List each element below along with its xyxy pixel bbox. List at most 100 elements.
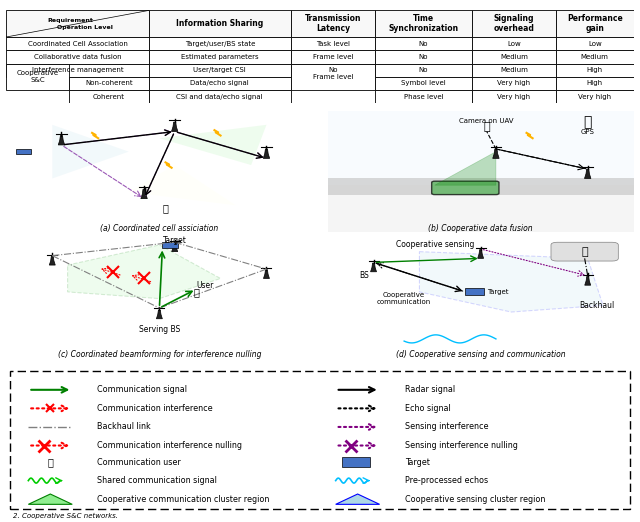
Bar xyxy=(472,37,556,50)
Text: Target/user/BS state: Target/user/BS state xyxy=(184,41,255,46)
Text: Echo signal: Echo signal xyxy=(404,404,451,413)
Bar xyxy=(472,90,556,103)
Bar xyxy=(556,64,634,77)
Bar xyxy=(375,37,472,50)
Polygon shape xyxy=(584,169,591,179)
Text: Requirement: Requirement xyxy=(47,18,93,23)
Text: GPS: GPS xyxy=(580,128,595,135)
Text: 🖥: 🖥 xyxy=(581,247,588,257)
Text: Transmission
Latency: Transmission Latency xyxy=(305,14,361,33)
Text: (c) Coordinated beamforming for interference nulling: (c) Coordinated beamforming for interfer… xyxy=(58,350,261,360)
Bar xyxy=(556,37,634,50)
Bar xyxy=(15,149,31,155)
Text: (d) Cooperative sensing and communication: (d) Cooperative sensing and communicatio… xyxy=(396,350,565,360)
Text: Target: Target xyxy=(487,289,508,295)
Bar xyxy=(556,77,634,90)
Text: Cooperative
S&C: Cooperative S&C xyxy=(17,70,59,84)
Text: Performance
gain: Performance gain xyxy=(567,14,623,33)
Bar xyxy=(375,64,472,77)
Text: Cooperative communication cluster region: Cooperative communication cluster region xyxy=(97,495,269,504)
Text: Low: Low xyxy=(588,41,602,46)
Text: User/target CSI: User/target CSI xyxy=(193,67,246,73)
Bar xyxy=(163,242,178,247)
Bar xyxy=(556,50,634,64)
Bar xyxy=(69,90,148,103)
Text: Backhaul link: Backhaul link xyxy=(97,422,151,432)
Text: Task level: Task level xyxy=(316,41,350,46)
Text: Symbol level: Symbol level xyxy=(401,80,446,87)
Text: No: No xyxy=(419,54,428,60)
Text: Camera on UAV: Camera on UAV xyxy=(460,118,514,124)
Bar xyxy=(328,185,634,232)
Polygon shape xyxy=(159,125,266,165)
Text: Data/echo signal: Data/echo signal xyxy=(191,80,249,87)
Text: Frame level: Frame level xyxy=(313,74,353,80)
Bar xyxy=(291,37,375,50)
Polygon shape xyxy=(435,152,496,185)
Bar xyxy=(472,10,556,37)
Text: Shared communication signal: Shared communication signal xyxy=(97,476,217,485)
Text: High: High xyxy=(587,80,603,87)
FancyBboxPatch shape xyxy=(551,242,618,261)
Text: 🛰: 🛰 xyxy=(584,115,592,129)
Polygon shape xyxy=(264,270,269,279)
Polygon shape xyxy=(141,189,147,199)
Text: 2. Cooperative S&C networks.: 2. Cooperative S&C networks. xyxy=(13,513,118,519)
Text: Phase level: Phase level xyxy=(404,93,444,100)
Text: Interference management: Interference management xyxy=(32,67,124,73)
Text: Cooperative
communication: Cooperative communication xyxy=(377,292,431,305)
Text: User: User xyxy=(196,281,214,290)
Text: Sensing interference: Sensing interference xyxy=(404,422,488,432)
Bar xyxy=(6,10,148,37)
Text: Operation Level: Operation Level xyxy=(57,26,113,30)
Bar xyxy=(375,50,472,64)
Bar xyxy=(6,50,148,64)
Polygon shape xyxy=(477,250,484,258)
Bar xyxy=(148,64,291,77)
Bar xyxy=(472,64,556,77)
Bar xyxy=(328,179,634,195)
Text: Frame level: Frame level xyxy=(313,54,353,60)
Bar xyxy=(472,77,556,90)
Polygon shape xyxy=(585,277,591,285)
Text: Communication interference: Communication interference xyxy=(97,404,213,413)
Polygon shape xyxy=(49,256,55,265)
Bar xyxy=(328,111,634,185)
Text: Coordinated Cell Association: Coordinated Cell Association xyxy=(28,41,127,46)
Bar xyxy=(291,10,375,37)
Bar xyxy=(6,64,148,77)
Text: 👤: 👤 xyxy=(163,203,168,213)
Bar xyxy=(556,10,634,37)
Polygon shape xyxy=(371,263,376,272)
Bar xyxy=(375,10,472,37)
Text: Information Sharing: Information Sharing xyxy=(176,19,264,28)
Bar xyxy=(6,37,148,50)
Text: Time
Synchronization: Time Synchronization xyxy=(388,14,458,33)
Polygon shape xyxy=(52,125,129,179)
Polygon shape xyxy=(28,494,72,504)
Text: No: No xyxy=(419,67,428,73)
Text: Low: Low xyxy=(507,41,521,46)
Text: 👤: 👤 xyxy=(193,287,199,297)
Text: CSI and data/echo signal: CSI and data/echo signal xyxy=(177,93,263,100)
Text: Very high: Very high xyxy=(579,93,611,100)
Bar xyxy=(148,37,291,50)
Bar xyxy=(148,50,291,64)
Polygon shape xyxy=(493,149,499,158)
Bar xyxy=(6,64,69,90)
Text: Non-coherent: Non-coherent xyxy=(85,80,132,87)
Bar xyxy=(556,90,634,103)
Bar xyxy=(291,64,375,77)
Text: 📷: 📷 xyxy=(483,123,490,133)
Text: Very high: Very high xyxy=(497,93,531,100)
FancyBboxPatch shape xyxy=(10,371,630,509)
Text: Cooperative sensing cluster region: Cooperative sensing cluster region xyxy=(404,495,545,504)
Text: Collaborative data fusion: Collaborative data fusion xyxy=(34,54,122,60)
Bar xyxy=(69,77,148,90)
Text: No: No xyxy=(328,67,338,73)
Text: Target: Target xyxy=(163,236,187,245)
Text: Radar signal: Radar signal xyxy=(404,385,455,394)
Text: Medium: Medium xyxy=(500,54,528,60)
Text: BS: BS xyxy=(360,271,369,280)
Text: Estimated parameters: Estimated parameters xyxy=(181,54,259,60)
